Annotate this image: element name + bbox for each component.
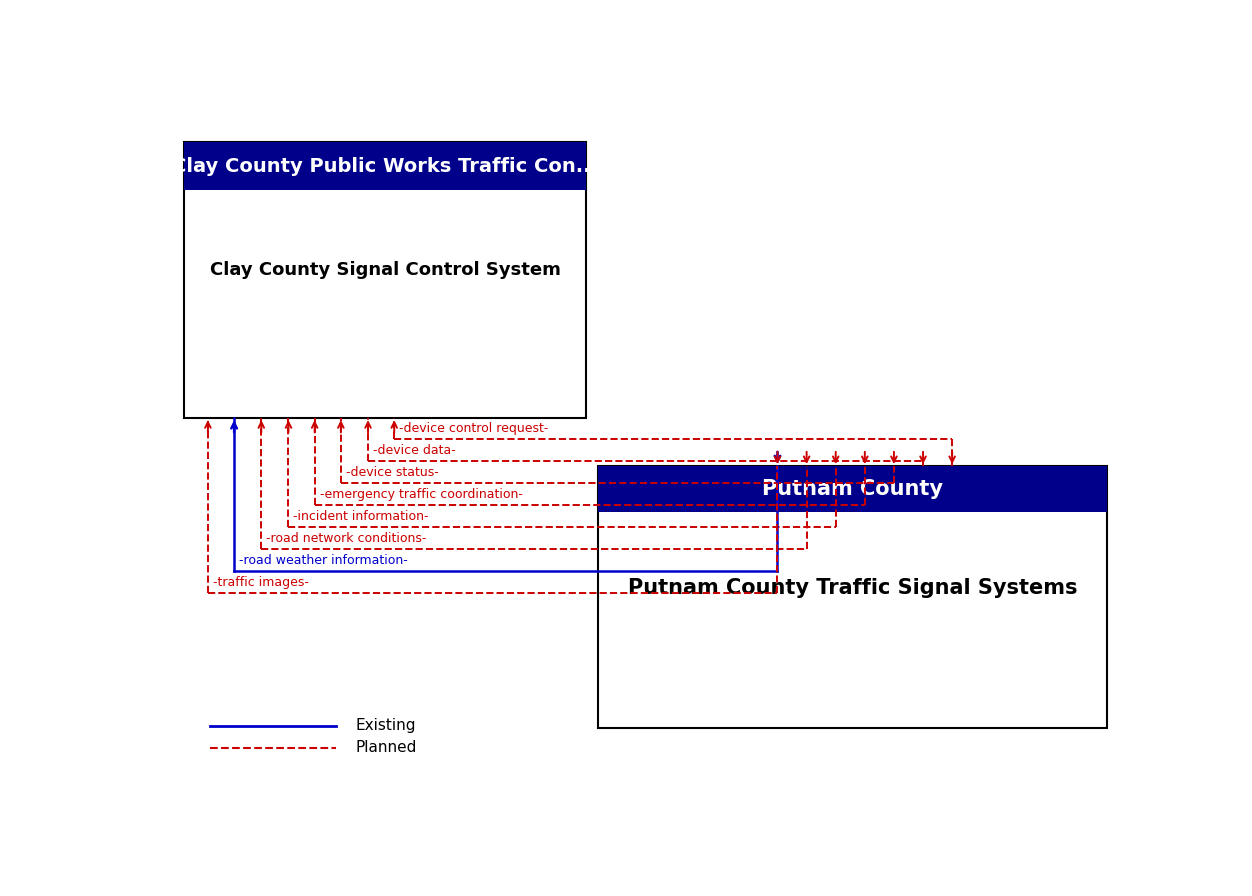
Text: Clay County Signal Control System: Clay County Signal Control System <box>209 261 561 279</box>
Text: Existing: Existing <box>356 719 416 733</box>
Bar <box>598 466 1107 728</box>
Bar <box>184 142 586 190</box>
Text: Putnam County Traffic Signal Systems: Putnam County Traffic Signal Systems <box>629 578 1078 598</box>
Text: Clay County Public Works Traffic Con...: Clay County Public Works Traffic Con... <box>172 157 598 176</box>
Text: -device status-: -device status- <box>346 466 438 478</box>
Text: -road weather information-: -road weather information- <box>239 554 408 567</box>
Text: -traffic images-: -traffic images- <box>213 576 309 589</box>
Text: Putnam County: Putnam County <box>762 479 943 499</box>
Text: -device control request-: -device control request- <box>399 421 548 435</box>
Bar <box>598 466 1107 513</box>
Text: Planned: Planned <box>356 740 417 755</box>
Text: -road network conditions-: -road network conditions- <box>267 532 427 545</box>
Text: -device data-: -device data- <box>373 444 456 457</box>
Bar <box>184 142 586 418</box>
Text: -incident information-: -incident information- <box>293 510 429 523</box>
Text: -emergency traffic coordination-: -emergency traffic coordination- <box>319 487 522 501</box>
